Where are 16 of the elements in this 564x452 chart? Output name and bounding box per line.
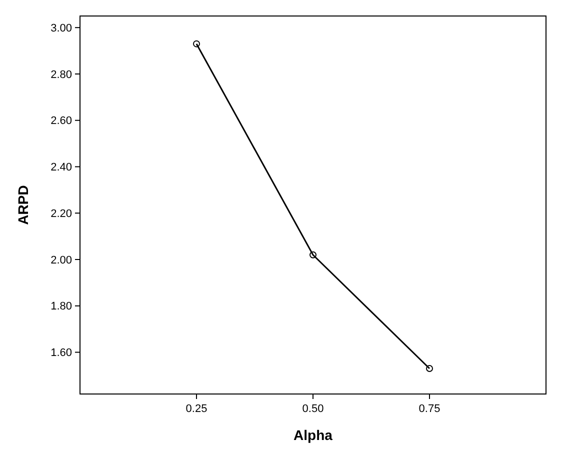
x-tick-label: 0.75 bbox=[418, 403, 440, 415]
y-tick-label: 1.60 bbox=[50, 347, 72, 360]
y-tick-label: 3.00 bbox=[50, 22, 72, 34]
point bbox=[193, 40, 200, 48]
y-tick-label: 1.80 bbox=[50, 300, 72, 313]
x-axis-title: Alpha bbox=[294, 427, 333, 443]
x-tick-label: 0.50 bbox=[302, 403, 324, 415]
y-tick-label: 2.40 bbox=[50, 162, 72, 174]
y-tick-label: 2.00 bbox=[50, 254, 72, 266]
y-tick-label: 2.80 bbox=[50, 68, 72, 81]
y-axis-title: ARPD bbox=[15, 185, 31, 225]
point bbox=[310, 251, 316, 258]
x-tick-label: 0.25 bbox=[186, 403, 208, 415]
y-tick-label: 2.60 bbox=[50, 115, 72, 128]
point bbox=[426, 364, 433, 372]
y-tick-label: 2.20 bbox=[50, 208, 72, 220]
